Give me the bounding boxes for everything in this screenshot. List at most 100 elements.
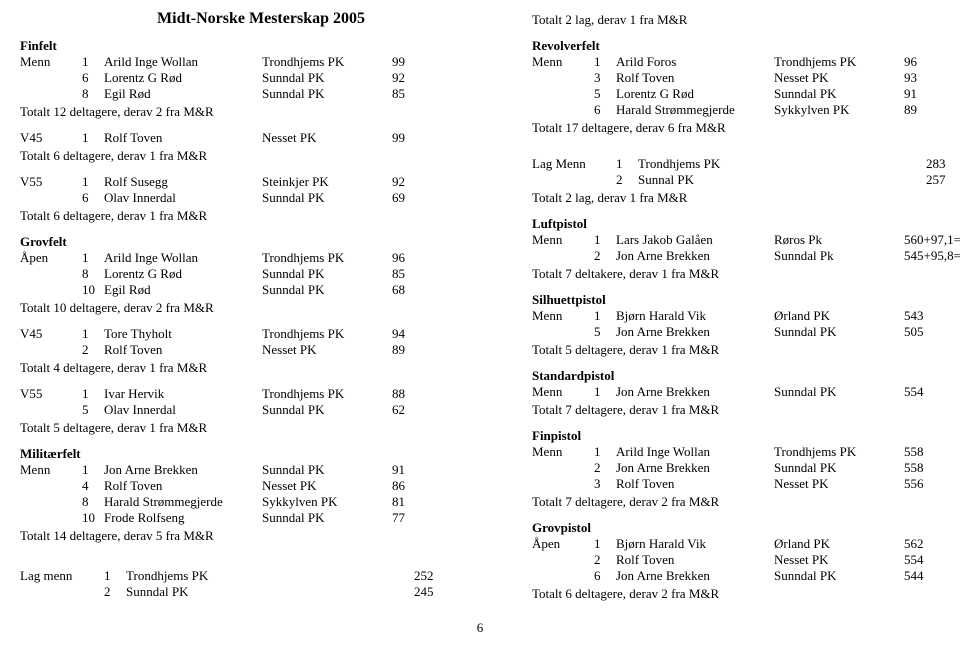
cell: 1 xyxy=(594,308,616,324)
cell: Trondhjems PK xyxy=(262,386,392,402)
cell: Nesset PK xyxy=(774,70,904,86)
section-heading: Grovpistol xyxy=(532,520,960,536)
cell: 556 xyxy=(904,476,960,492)
cell: 86 xyxy=(392,478,502,494)
right-lag: Lag Menn1Trondhjems PK2832Sunnal PK257To… xyxy=(532,156,960,206)
cell: Sunndal PK xyxy=(262,510,392,526)
cell: Jon Arne Brekken xyxy=(616,384,774,400)
result-row: V451Tore ThyholtTrondhjems PK94 xyxy=(20,326,502,342)
cell: 2 xyxy=(594,552,616,568)
section-heading: Silhuettpistol xyxy=(532,292,960,308)
cell: Sunndal PK xyxy=(262,266,392,282)
cell: V45 xyxy=(20,326,82,342)
section-footer: Totalt 6 deltagere, derav 1 fra M&R xyxy=(20,208,502,224)
cell: Lag Menn xyxy=(532,156,616,172)
cell: 85 xyxy=(392,266,502,282)
cell: 6 xyxy=(594,568,616,584)
cell: Lorentz G Rød xyxy=(104,266,262,282)
result-row: 4Rolf TovenNesset PK86 xyxy=(20,478,502,494)
document-title: Midt-Norske Mesterskap 2005 xyxy=(20,10,502,28)
cell: 6 xyxy=(594,102,616,118)
result-row: Menn1Jon Arne BrekkenSunndal PK91 xyxy=(20,462,502,478)
section-footer: Totalt 4 deltagere, derav 1 fra M&R xyxy=(20,360,502,376)
cell: Rolf Toven xyxy=(616,70,774,86)
cell xyxy=(20,478,82,494)
cell: Sunndal PK xyxy=(774,384,904,400)
result-row: 8Harald StrømmegjerdeSykkylven PK81 xyxy=(20,494,502,510)
cell: Lorentz G Rød xyxy=(104,70,262,86)
right-top-line: Totalt 2 lag, derav 1 fra M&R xyxy=(532,12,960,28)
cell xyxy=(20,266,82,282)
cell: 5 xyxy=(594,324,616,340)
cell: Nesset PK xyxy=(262,478,392,494)
cell: 2 xyxy=(104,584,126,600)
cell: 544 xyxy=(904,568,960,584)
cell: Trondhjems PK xyxy=(262,54,392,70)
result-row: Menn1Arild ForosTrondhjems PK96 xyxy=(532,54,960,70)
result-row: 3Rolf TovenNesset PK556 xyxy=(532,476,960,492)
cell: 96 xyxy=(392,250,502,266)
cell: 77 xyxy=(392,510,502,526)
cell: Menn xyxy=(532,308,594,324)
cell: Sunndal PK xyxy=(262,86,392,102)
cell: 88 xyxy=(392,386,502,402)
cell xyxy=(20,584,104,600)
cell: 68 xyxy=(392,282,502,298)
cell: Lars Jakob Galåen xyxy=(616,232,774,248)
result-row: Menn1Bjørn Harald VikØrland PK543 xyxy=(532,308,960,324)
cell: 6 xyxy=(82,70,104,86)
result-row: 5Lorentz G RødSunndal PK91 xyxy=(532,86,960,102)
cell xyxy=(532,568,594,584)
cell: 558 xyxy=(904,444,960,460)
cell: 3 xyxy=(594,70,616,86)
result-row: 2Jon Arne BrekkenSunndal PK558 xyxy=(532,460,960,476)
section-footer: Totalt 6 deltagere, derav 2 fra M&R xyxy=(532,586,960,602)
cell: Sunndal PK xyxy=(774,568,904,584)
result-row: 6Harald StrømmegjerdeSykkylven PK89 xyxy=(532,102,960,118)
cell: Sunndal Pk xyxy=(774,248,904,264)
cell: 505 xyxy=(904,324,960,340)
cell: 94 xyxy=(392,326,502,342)
section-footer: Totalt 7 deltakere, derav 1 fra M&R xyxy=(532,266,960,282)
cell: 554 xyxy=(904,552,960,568)
cell: 8 xyxy=(82,266,104,282)
section-footer: Totalt 14 deltagere, derav 5 fra M&R xyxy=(20,528,502,544)
cell: Trondhjems PK xyxy=(126,568,414,584)
section-heading: Finpistol xyxy=(532,428,960,444)
cell: 2 xyxy=(594,248,616,264)
section-heading: Militærfelt xyxy=(20,446,502,462)
cell: 99 xyxy=(392,130,502,146)
cell: Sykkylven PK xyxy=(262,494,392,510)
cell xyxy=(20,402,82,418)
result-row: Menn1Arild Inge WollanTrondhjems PK558 xyxy=(532,444,960,460)
cell: Sunndal PK xyxy=(262,282,392,298)
result-row: V551Rolf SuseggSteinkjer PK92 xyxy=(20,174,502,190)
cell: Harald Strømmegjerde xyxy=(616,102,774,118)
cell: Sunndal PK xyxy=(774,324,904,340)
cell: Rolf Toven xyxy=(616,476,774,492)
result-row: 2Rolf TovenNesset PK554 xyxy=(532,552,960,568)
result-row: V451Rolf TovenNesset PK99 xyxy=(20,130,502,146)
cell xyxy=(20,70,82,86)
result-row: 6Jon Arne BrekkenSunndal PK544 xyxy=(532,568,960,584)
cell: 1 xyxy=(82,462,104,478)
cell: 3 xyxy=(594,476,616,492)
cell xyxy=(20,342,82,358)
cell: Ørland PK xyxy=(774,536,904,552)
cell xyxy=(20,510,82,526)
cell: Nesset PK xyxy=(262,130,392,146)
result-row: 6Olav InnerdalSunndal PK69 xyxy=(20,190,502,206)
result-row: Åpen1Bjørn Harald VikØrland PK562 xyxy=(532,536,960,552)
cell: Jon Arne Brekken xyxy=(616,248,774,264)
cell: Sunndal PK xyxy=(262,402,392,418)
result-row: 10Egil RødSunndal PK68 xyxy=(20,282,502,298)
cell: Trondhjems PK xyxy=(638,156,926,172)
section-heading: Grovfelt xyxy=(20,234,502,250)
cell: Lorentz G Rød xyxy=(616,86,774,102)
cell: Nesset PK xyxy=(774,552,904,568)
cell: 62 xyxy=(392,402,502,418)
cell: Jon Arne Brekken xyxy=(104,462,262,478)
cell: Ivar Hervik xyxy=(104,386,262,402)
cell: 99 xyxy=(392,54,502,70)
cell: 1 xyxy=(594,536,616,552)
